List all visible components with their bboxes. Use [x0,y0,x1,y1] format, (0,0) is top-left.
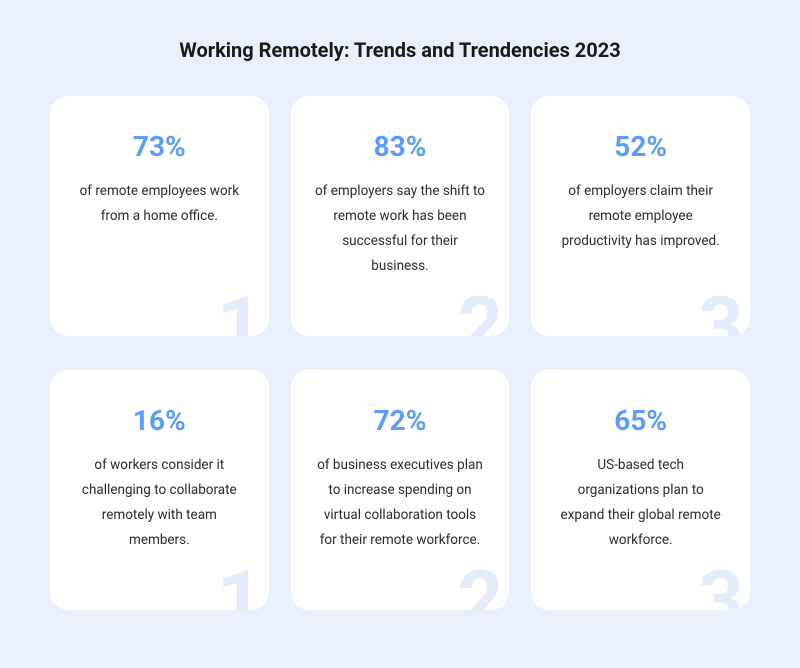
stat-description: of remote employees work from a home off… [70,179,249,229]
page-title: Working Remotely: Trends and Trendencies… [50,38,750,62]
stat-percent: 16% [70,404,249,437]
stat-card: 83% of employers say the shift to remote… [291,96,510,336]
stat-description: US-based tech organizations plan to expa… [551,453,730,553]
card-bg-number: 2 [457,286,503,336]
stat-percent: 83% [311,130,490,163]
stat-card: 16% of workers consider it challenging t… [50,370,269,610]
card-bg-number: 3 [698,286,744,336]
stat-card: 73% of remote employees work from a home… [50,96,269,336]
stat-description: of employers say the shift to remote wor… [311,179,490,279]
card-bg-number: 1 [217,286,263,336]
stat-card: 65% US-based tech organizations plan to … [531,370,750,610]
stat-card: 52% of employers claim their remote empl… [531,96,750,336]
card-bg-number: 2 [457,560,503,610]
stat-description: of employers claim their remote employee… [551,179,730,254]
stat-card: 72% of business executives plan to incre… [291,370,510,610]
stat-percent: 72% [311,404,490,437]
stat-percent: 65% [551,404,730,437]
stat-description: of business executives plan to increase … [311,453,490,553]
stat-percent: 73% [70,130,249,163]
card-bg-number: 1 [217,560,263,610]
stat-grid: 73% of remote employees work from a home… [50,96,750,610]
stat-description: of workers consider it challenging to co… [70,453,249,553]
stat-percent: 52% [551,130,730,163]
card-bg-number: 3 [698,560,744,610]
